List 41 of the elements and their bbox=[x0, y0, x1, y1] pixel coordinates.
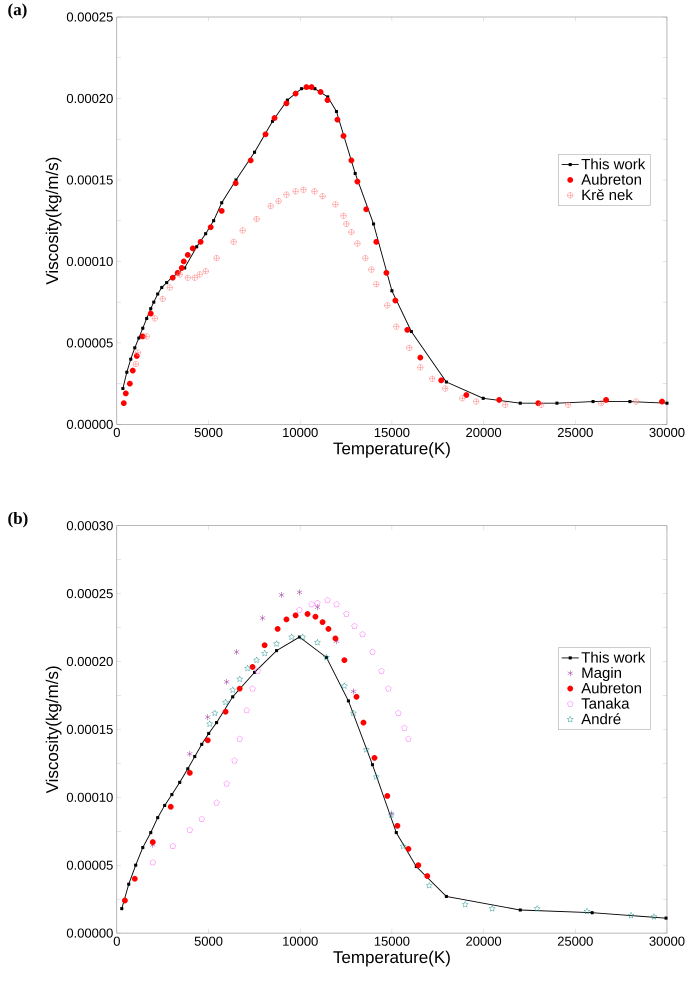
x-tick-label: 30000 bbox=[649, 936, 685, 946]
x-tick-label: 15000 bbox=[374, 428, 410, 438]
y-tick-label: 0.00025 bbox=[66, 12, 113, 22]
x-axis-title: Temperature(K) bbox=[333, 950, 450, 966]
x-tick-label: 0 bbox=[114, 936, 120, 946]
y-tick-label: 0.00010 bbox=[66, 792, 113, 802]
legend-label: Krě nek bbox=[582, 189, 633, 200]
x-tick-label: 5000 bbox=[194, 428, 222, 438]
legend-label: Tanaka bbox=[582, 698, 630, 709]
x-tick-label: 20000 bbox=[466, 428, 502, 438]
chart-title: (b) bbox=[8, 512, 28, 528]
x-tick-label: 0 bbox=[114, 428, 120, 438]
legend-label: This work bbox=[582, 652, 646, 663]
legend-label: André bbox=[581, 713, 621, 724]
y-tick-label: 0.00005 bbox=[66, 860, 113, 870]
y-tick-label: 0.00015 bbox=[66, 724, 113, 734]
y-tick-label: 0.00020 bbox=[66, 94, 113, 104]
x-tick-label: 30000 bbox=[649, 428, 685, 438]
y-axis-title: Viscosity(kg/m/s) bbox=[46, 158, 62, 285]
y-tick-label: 0.00000 bbox=[66, 928, 113, 938]
x-tick-label: 5000 bbox=[194, 936, 222, 946]
x-tick-label: 10000 bbox=[283, 428, 318, 438]
y-tick-label: 0.00020 bbox=[66, 656, 113, 666]
x-tick-label: 20000 bbox=[466, 936, 502, 946]
x-tick-label: 15000 bbox=[374, 936, 410, 946]
y-axis-title: Viscosity(kg/m/s) bbox=[46, 666, 62, 794]
x-axis-title: Temperature(K) bbox=[333, 442, 450, 458]
y-tick-label: 0.00025 bbox=[66, 589, 113, 598]
x-tick-label: 25000 bbox=[558, 936, 593, 946]
x-tick-label: 10000 bbox=[283, 936, 318, 946]
legend-label: Aubreton bbox=[581, 682, 642, 694]
y-tick-label: 0.00015 bbox=[66, 175, 113, 185]
y-tick-label: 0.00010 bbox=[66, 256, 113, 266]
y-tick-label: 0.00000 bbox=[66, 420, 113, 429]
chart-title: (a) bbox=[8, 3, 27, 19]
legend-label: Aubreton bbox=[581, 174, 642, 185]
y-tick-label: 0.00005 bbox=[66, 338, 113, 348]
y-tick-label: 0.00030 bbox=[66, 521, 113, 530]
legend-label: This work bbox=[582, 158, 646, 170]
legend-label: Magin bbox=[582, 667, 622, 682]
x-tick-label: 25000 bbox=[558, 428, 593, 438]
